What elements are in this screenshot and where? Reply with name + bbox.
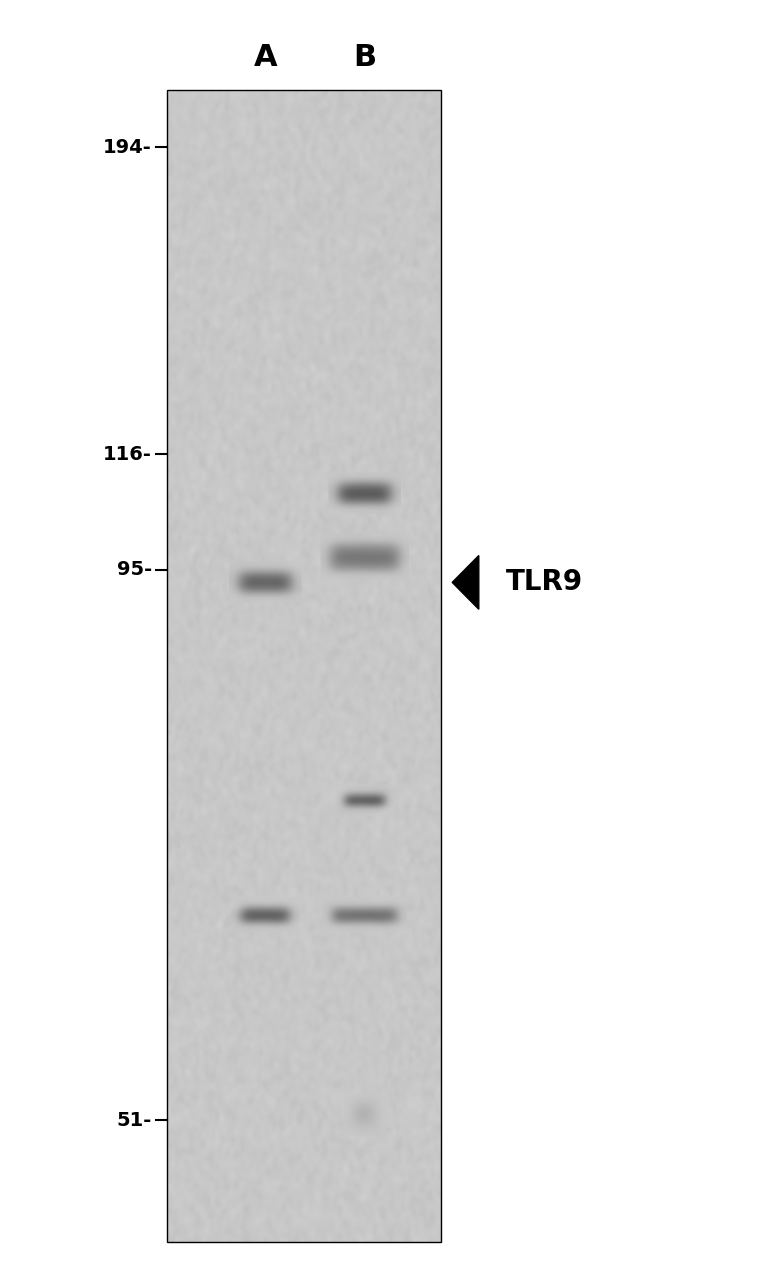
Text: 194-: 194- [103,138,152,156]
Text: 116-: 116- [103,445,152,463]
Text: B: B [353,44,376,72]
Bar [167,90,441,1242]
Text: 51-: 51- [117,1111,152,1129]
Text: 95-: 95- [117,561,152,579]
Polygon shape [452,556,479,609]
Text: TLR9: TLR9 [505,568,582,596]
Text: A: A [254,44,278,72]
